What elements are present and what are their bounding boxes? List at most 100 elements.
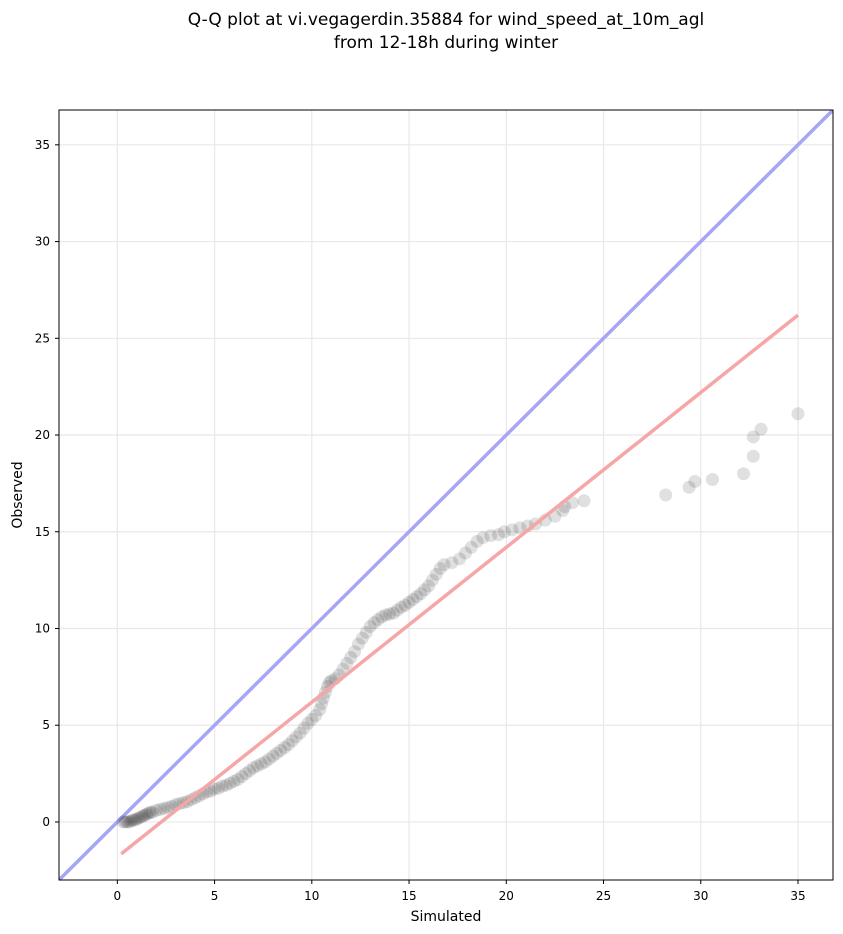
data-point (398, 598, 412, 612)
data-point (433, 562, 447, 576)
data-point (688, 474, 702, 488)
data-point (682, 480, 696, 494)
y-axis-label: Observed (10, 461, 26, 528)
data-point (223, 776, 237, 790)
chart-title-line1: Q-Q plot at vi.vegagerdin.35884 for wind… (188, 10, 704, 30)
data-point (355, 631, 369, 645)
data-point (746, 430, 760, 444)
data-point (231, 772, 245, 786)
data-point (243, 764, 257, 778)
data-point (227, 774, 241, 788)
y-tick-label: 35 (35, 138, 50, 152)
data-point (208, 782, 222, 796)
data-point (281, 738, 295, 752)
data-point (348, 645, 362, 659)
data-point (705, 473, 719, 487)
data-point (219, 778, 233, 792)
y-tick-label: 20 (35, 428, 50, 442)
y-tick-label: 5 (42, 718, 50, 732)
x-tick-label: 25 (596, 889, 611, 903)
chart-title-line2: from 12-18h during winter (334, 33, 558, 53)
data-point (414, 587, 428, 601)
y-tick-label: 15 (35, 525, 50, 539)
x-tick-label: 0 (114, 889, 122, 903)
data-point (394, 600, 408, 614)
data-point (363, 620, 377, 634)
data-point (359, 625, 373, 639)
data-point (270, 746, 284, 760)
data-point (383, 607, 397, 621)
data-point (309, 709, 323, 723)
data-point (126, 813, 140, 827)
data-point (157, 801, 171, 815)
y-tick-label: 0 (42, 815, 50, 829)
data-point (410, 590, 424, 604)
data-point (235, 769, 249, 783)
data-point (429, 567, 443, 581)
data-point (149, 803, 163, 817)
data-point (293, 726, 307, 740)
data-point (285, 734, 299, 748)
data-point (289, 730, 303, 744)
data-point (145, 805, 159, 819)
data-point (136, 809, 150, 823)
data-point (134, 810, 148, 824)
data-point (140, 807, 154, 821)
data-point (351, 637, 365, 651)
identity-line (59, 110, 833, 880)
data-point (297, 721, 311, 735)
x-tick-label: 10 (304, 889, 319, 903)
data-point (453, 552, 467, 566)
data-point (211, 781, 225, 795)
y-axis-ticks: 0 5 10 15 20 25 30 35 (35, 138, 59, 829)
x-tick-label: 20 (499, 889, 514, 903)
data-point (116, 815, 130, 829)
data-point (204, 784, 218, 798)
data-point (390, 603, 404, 617)
data-point (425, 573, 439, 587)
data-point (120, 815, 134, 829)
data-point (130, 812, 144, 826)
x-tick-label: 15 (401, 889, 416, 903)
data-point (266, 749, 280, 763)
y-tick-label: 10 (35, 621, 50, 635)
data-point (464, 540, 478, 554)
data-point (122, 815, 136, 829)
data-point (484, 529, 498, 543)
data-point (161, 800, 175, 814)
data-point (386, 606, 400, 620)
data-point (470, 534, 484, 548)
fit-line (120, 313, 800, 856)
data-point (421, 579, 435, 593)
data-point (132, 811, 146, 825)
data-point (313, 703, 327, 717)
data-point (371, 613, 385, 627)
data-point (246, 761, 260, 775)
data-point (492, 528, 506, 542)
data-points (116, 407, 805, 829)
data-point (577, 494, 591, 508)
data-point (301, 716, 315, 730)
data-point (418, 583, 432, 597)
data-point (258, 755, 272, 769)
data-point (497, 525, 511, 539)
y-tick-label: 30 (35, 235, 50, 249)
data-point (379, 608, 393, 622)
data-point (143, 805, 157, 819)
x-tick-label: 35 (790, 889, 805, 903)
data-point (315, 697, 329, 711)
data-point (344, 651, 358, 665)
data-point (128, 813, 142, 827)
data-point (305, 712, 319, 726)
x-axis-ticks: 0 5 10 15 20 25 30 35 (114, 880, 806, 903)
data-point (476, 531, 490, 545)
data-point (153, 802, 167, 816)
x-tick-label: 5 (211, 889, 219, 903)
data-point (754, 422, 768, 436)
x-axis-label: Simulated (411, 909, 482, 925)
plot-area (59, 110, 833, 880)
data-point (746, 449, 760, 463)
data-point (402, 595, 416, 609)
data-point (254, 757, 268, 771)
data-point (141, 806, 155, 820)
